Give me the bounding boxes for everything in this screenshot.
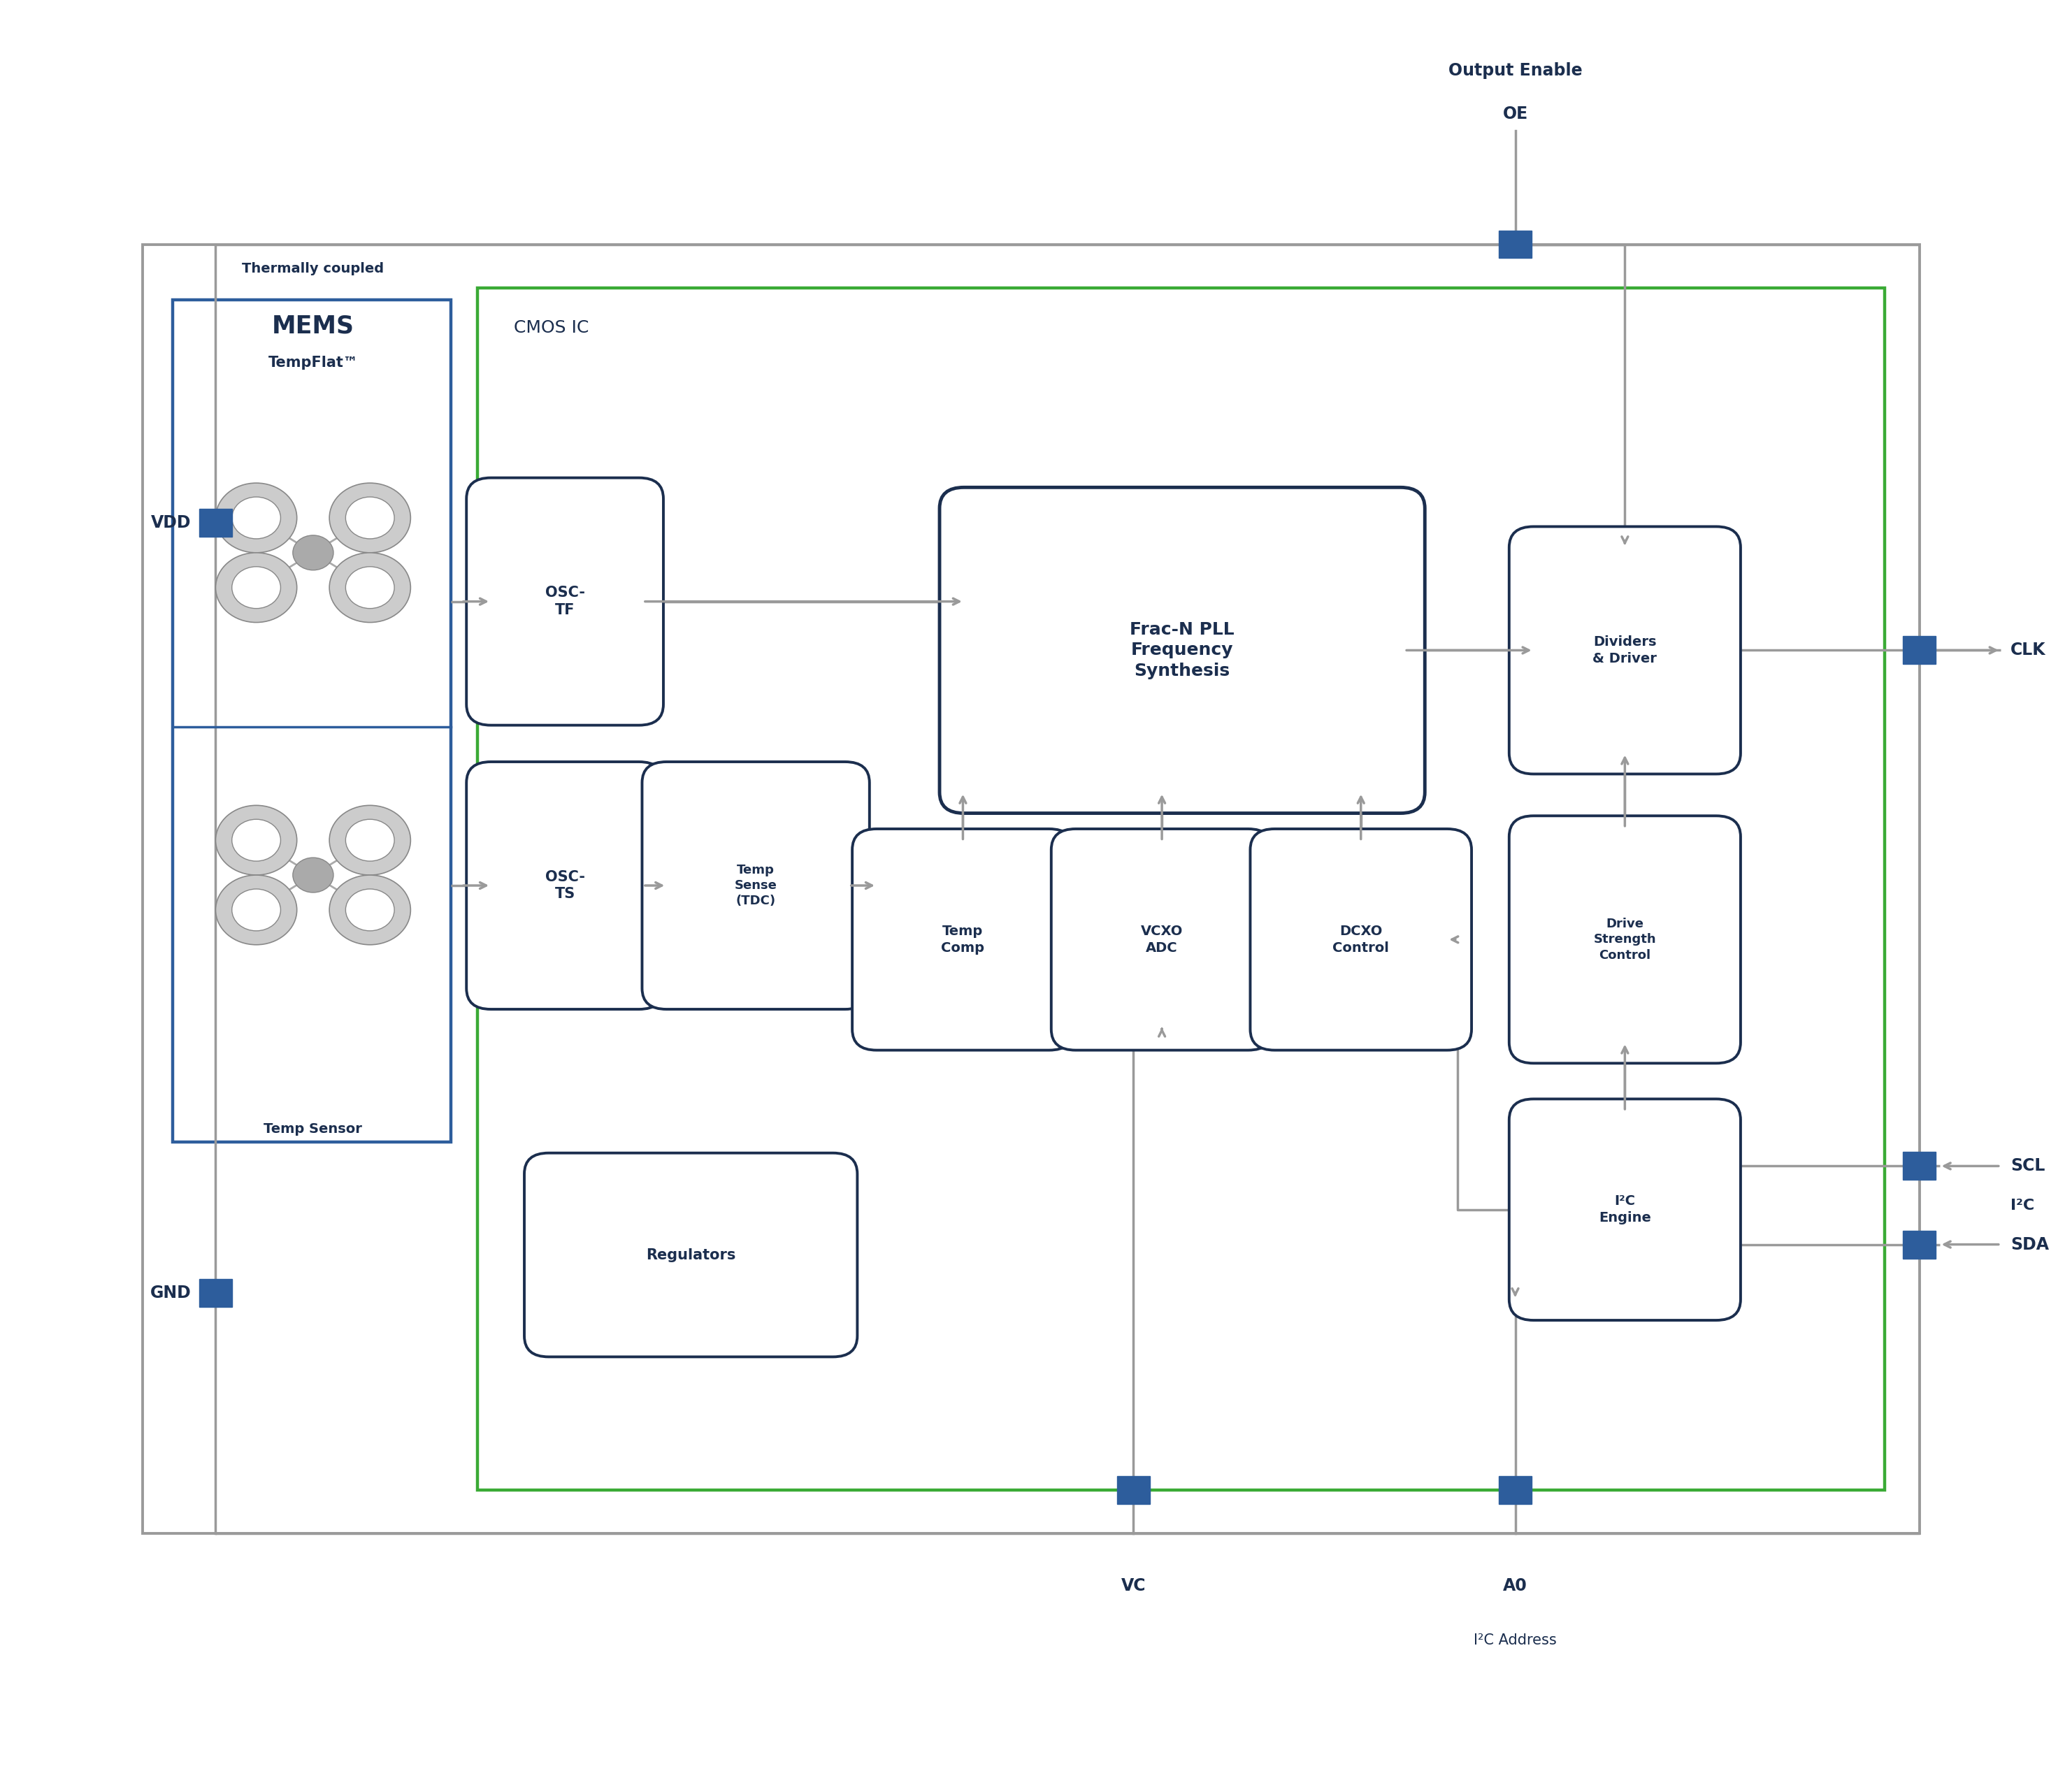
Text: OSC-
TS: OSC- TS bbox=[545, 869, 584, 901]
Text: Output Enable: Output Enable bbox=[1448, 62, 1583, 78]
FancyBboxPatch shape bbox=[852, 829, 1073, 1051]
Circle shape bbox=[215, 553, 296, 622]
FancyBboxPatch shape bbox=[1508, 526, 1740, 773]
Bar bbox=[1498, 1476, 1531, 1504]
Text: OSC-
TF: OSC- TF bbox=[545, 585, 584, 617]
Text: Drive
Strength
Control: Drive Strength Control bbox=[1593, 917, 1656, 962]
Circle shape bbox=[329, 875, 410, 944]
Text: DCXO
Control: DCXO Control bbox=[1332, 925, 1388, 955]
Circle shape bbox=[346, 889, 394, 932]
Circle shape bbox=[215, 875, 296, 944]
FancyBboxPatch shape bbox=[466, 761, 663, 1010]
Text: VCXO
ADC: VCXO ADC bbox=[1142, 925, 1183, 955]
Text: CMOS IC: CMOS IC bbox=[514, 320, 588, 336]
Text: I²C: I²C bbox=[2010, 1198, 2035, 1213]
FancyBboxPatch shape bbox=[642, 761, 870, 1010]
Text: Frac-N PLL
Frequency
Synthesis: Frac-N PLL Frequency Synthesis bbox=[1129, 621, 1235, 679]
Text: SCL: SCL bbox=[2010, 1157, 2045, 1175]
Circle shape bbox=[232, 567, 280, 608]
Circle shape bbox=[292, 857, 334, 893]
Text: SDA: SDA bbox=[2010, 1236, 2049, 1253]
Bar bbox=[199, 509, 232, 537]
Text: I²C
Engine: I²C Engine bbox=[1600, 1195, 1651, 1225]
Text: Dividers
& Driver: Dividers & Driver bbox=[1593, 635, 1658, 665]
FancyBboxPatch shape bbox=[524, 1152, 858, 1357]
Text: CLK: CLK bbox=[2010, 642, 2045, 658]
Circle shape bbox=[329, 805, 410, 875]
Bar bbox=[1902, 1230, 1935, 1259]
Circle shape bbox=[346, 498, 394, 539]
FancyBboxPatch shape bbox=[466, 478, 663, 725]
Bar bbox=[1498, 231, 1531, 258]
Text: Thermally coupled: Thermally coupled bbox=[242, 263, 383, 276]
FancyBboxPatch shape bbox=[1051, 829, 1272, 1051]
Bar bbox=[1902, 637, 1935, 665]
Text: VDD: VDD bbox=[151, 514, 191, 532]
Text: Temp
Sense
(TDC): Temp Sense (TDC) bbox=[733, 864, 777, 907]
Text: TempFlat™: TempFlat™ bbox=[267, 356, 358, 370]
Circle shape bbox=[346, 820, 394, 861]
Text: MEMS: MEMS bbox=[271, 315, 354, 338]
Text: VC: VC bbox=[1121, 1577, 1146, 1595]
Circle shape bbox=[329, 553, 410, 622]
Text: I²C Address: I²C Address bbox=[1473, 1632, 1556, 1646]
Bar bbox=[1117, 1476, 1150, 1504]
FancyBboxPatch shape bbox=[1249, 829, 1471, 1051]
Circle shape bbox=[292, 535, 334, 571]
Circle shape bbox=[232, 820, 280, 861]
Text: A0: A0 bbox=[1502, 1577, 1527, 1595]
Text: OE: OE bbox=[1502, 105, 1527, 123]
Bar bbox=[143, 244, 1919, 1534]
FancyBboxPatch shape bbox=[1508, 816, 1740, 1063]
Circle shape bbox=[232, 498, 280, 539]
Bar bbox=[199, 1280, 232, 1307]
Bar bbox=[174, 300, 452, 1141]
Circle shape bbox=[215, 484, 296, 553]
Circle shape bbox=[215, 805, 296, 875]
Bar bbox=[1902, 1152, 1935, 1181]
Text: Temp
Comp: Temp Comp bbox=[941, 925, 984, 955]
FancyBboxPatch shape bbox=[1508, 1099, 1740, 1321]
Circle shape bbox=[232, 889, 280, 932]
Text: Regulators: Regulators bbox=[646, 1248, 736, 1262]
Text: Temp Sensor: Temp Sensor bbox=[263, 1122, 363, 1136]
Text: GND: GND bbox=[149, 1285, 191, 1301]
FancyBboxPatch shape bbox=[939, 487, 1426, 813]
Circle shape bbox=[346, 567, 394, 608]
Circle shape bbox=[329, 484, 410, 553]
Bar bbox=[479, 288, 1886, 1490]
